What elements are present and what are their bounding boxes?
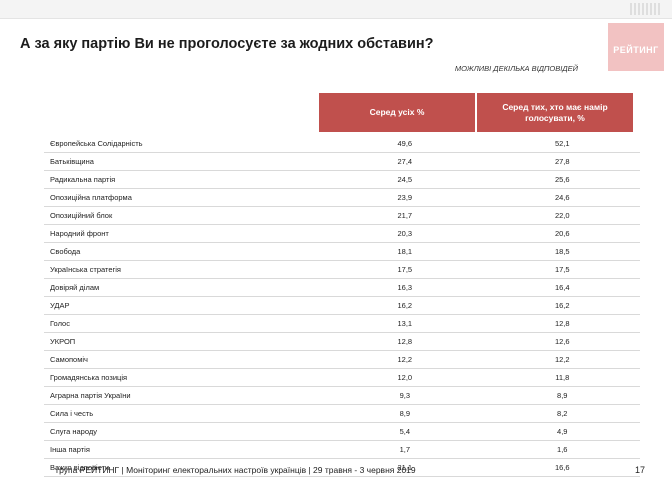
party-name: Довіряй ділам [50,283,100,292]
value-voters: 16,4 [554,283,570,292]
viewer-toolbar [0,0,672,19]
table-row: Слуга народу 5,4 4,9 [44,423,640,441]
party-name: Сила і честь [50,409,94,418]
table-row: Важко відповісти 21,1 16,6 [44,459,640,477]
value-all: 12,8 [397,337,413,346]
value-all: 1,7 [399,445,411,454]
value-voters: 24,6 [554,193,570,202]
party-name: Самопоміч [50,355,88,364]
party-name: Радикальна партія [50,175,116,184]
rating-logo: РЕЙТИНГ [608,23,664,71]
value-all: 23,9 [397,193,413,202]
value-voters: 12,2 [554,355,570,364]
value-all: 24,5 [397,175,413,184]
party-name: Слуга народу [50,427,97,436]
party-name: Опозиційна платформа [50,193,132,202]
value-all: 8,9 [399,409,411,418]
table-row: Батьківщина 27,4 27,8 [44,153,640,171]
value-voters: 12,6 [554,337,570,346]
value-all: 12,0 [397,373,413,382]
table-row: Радикальна партія 24,5 25,6 [44,171,640,189]
party-name: Важко відповісти [50,463,110,472]
value-all: 20,3 [397,229,413,238]
results-table: Європейська Солідарність 49,6 52,1 Батьківщ… [44,135,640,477]
table-row: УДАР 16,2 16,2 [44,297,640,315]
party-name: Громадянська позиція [50,373,128,382]
value-all: 16,3 [397,283,413,292]
table-row: Опозиційний блок 21,7 22,0 [44,207,640,225]
value-voters: 16,6 [554,463,570,472]
party-name: Батьківщина [50,157,94,166]
value-all: 13,1 [397,319,413,328]
value-voters: 20,6 [554,229,570,238]
party-name: Європейська Солідарність [50,139,143,148]
table-row: Сила і честь 8,9 8,2 [44,405,640,423]
party-name: Українська стратегія [50,265,121,274]
value-all: 21,1 [397,463,413,472]
value-voters: 17,5 [554,265,570,274]
value-all: 16,2 [397,301,413,310]
table-row: Самопоміч 12,2 12,2 [44,351,640,369]
value-voters: 1,6 [557,445,568,454]
value-voters: 11,8 [555,373,570,382]
slide: А за яку партію Ви не проголосуєте за жо… [8,20,664,481]
page-number: 17 [635,465,646,475]
party-name: Аграрна партія України [50,391,131,400]
value-all: 9,3 [399,391,411,400]
table-row: УКРОП 12,8 12,6 [44,333,640,351]
column-header-voters: Серед тих, хто має намір голосувати, % [477,93,633,132]
value-voters: 12,8 [554,319,570,328]
party-name: Інша партія [50,445,90,454]
party-name: Опозиційний блок [50,211,113,220]
table-row: Свобода 18,1 18,5 [44,243,640,261]
value-all: 5,4 [399,427,411,436]
value-all: 49,6 [397,139,413,148]
value-voters: 4,9 [557,427,568,436]
logo-text: РЕЙТИНГ [613,45,659,55]
table-row: Аграрна партія України 9,3 8,9 [44,387,640,405]
table-row: Громадянська позиція 12,0 11,8 [44,369,640,387]
value-all: 12,2 [397,355,413,364]
table-row: Інша партія 1,7 1,6 [44,441,640,459]
party-name: Народний фронт [50,229,109,238]
value-voters: 25,6 [554,175,570,184]
party-name: УДАР [50,301,70,310]
value-all: 27,4 [397,157,413,166]
table-row: Народний фронт 20,3 20,6 [44,225,640,243]
toolbar-grip [630,3,660,15]
party-name: Голос [50,319,70,328]
value-voters: 8,2 [557,409,568,418]
table-row: Опозиційна платформа 23,9 24,6 [44,189,640,207]
value-all: 17,5 [397,265,413,274]
slide-title: А за яку партію Ви не проголосуєте за жо… [20,36,434,52]
value-voters: 16,2 [554,301,570,310]
value-voters: 27,8 [554,157,570,166]
multiple-answers-note: МОЖЛИВІ ДЕКІЛЬКА ВІДПОВІДЕЙ [454,64,578,73]
value-voters: 18,5 [554,247,570,256]
value-voters: 52,1 [554,139,570,148]
value-all: 21,7 [397,211,413,220]
table-row: Європейська Солідарність 49,6 52,1 [44,135,640,153]
footer-text: група РЕЙТИНГ | Моніторинг електоральних… [56,465,416,475]
value-all: 18,1 [397,247,413,256]
party-name: УКРОП [50,337,76,346]
party-name: Свобода [50,247,81,256]
value-voters: 8,9 [557,391,568,400]
column-header-all: Серед усіх % [319,93,475,132]
value-voters: 22,0 [554,211,570,220]
table-row: Українська стратегія 17,5 17,5 [44,261,640,279]
table-row: Голос 13,1 12,8 [44,315,640,333]
table-row: Довіряй ділам 16,3 16,4 [44,279,640,297]
